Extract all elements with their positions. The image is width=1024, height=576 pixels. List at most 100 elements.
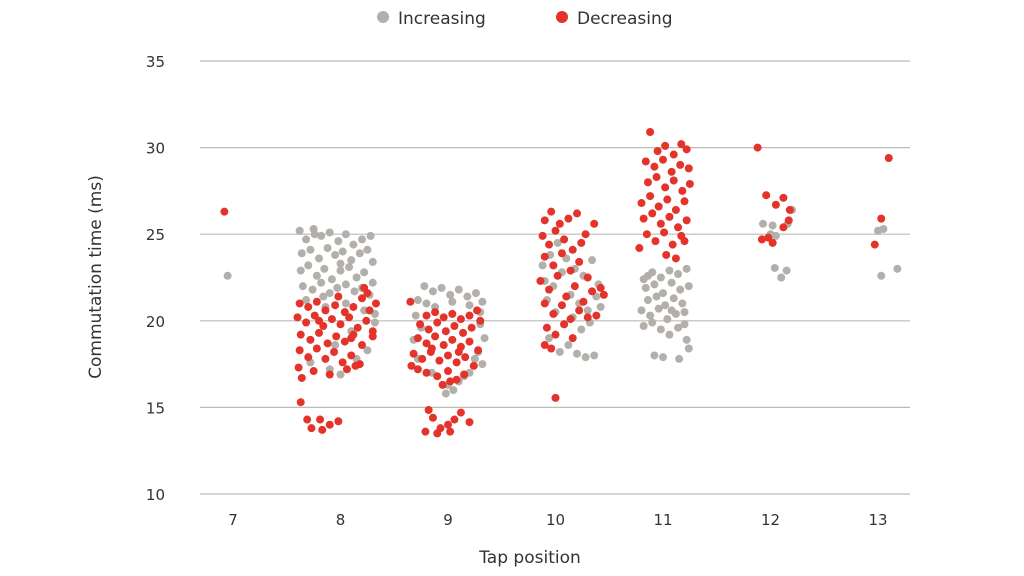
data-point [547,344,556,353]
data-point [341,230,350,239]
data-point [307,424,316,433]
data-point [476,316,485,325]
data-point [437,283,446,292]
data-point [454,285,463,294]
data-point [564,341,573,350]
data-point [671,254,680,263]
data-point [448,297,457,306]
y-axis-title: Commutation time (ms) [86,175,106,379]
data-point [362,316,371,325]
x-tick-label: 13 [868,511,887,529]
data-point [306,335,315,344]
data-point [480,334,489,343]
data-point [676,285,685,294]
data-point [302,235,311,244]
data-point [656,325,665,334]
y-tick-label: 10 [146,486,165,504]
data-point [656,219,665,228]
data-point [551,393,560,402]
data-point [433,318,442,327]
data-point [675,354,684,363]
series-decreasing [220,128,893,438]
data-point [648,318,657,327]
data-point [651,237,660,246]
data-point [411,311,420,320]
data-point [293,313,302,322]
data-point [298,282,307,291]
data-point [646,311,655,320]
data-point [334,237,343,246]
data-point [577,238,586,247]
data-point [573,209,581,218]
data-point [302,296,311,305]
y-tick-labels: 10 15 20 25 30 35 [146,53,165,504]
data-point [345,263,354,272]
data-point [446,427,455,436]
data-point [684,282,693,291]
data-point [684,344,693,353]
data-point [784,216,793,225]
data-point [422,339,431,348]
data-point [590,219,599,228]
legend: Increasing Decreasing [377,9,673,29]
data-point [570,282,579,291]
data-point [779,193,788,202]
data-point [431,332,440,341]
data-point [438,380,447,389]
data-point [538,231,547,240]
data-point [325,420,334,429]
data-point [315,254,323,263]
data-point [439,313,448,322]
data-point [428,413,437,422]
data-point [302,318,311,327]
data-point [680,237,689,246]
data-point [575,306,584,315]
data-point [345,313,354,322]
data-point [444,367,452,376]
data-point [309,367,318,376]
data-point [363,289,372,298]
data-point [545,285,554,294]
data-point [347,256,356,265]
data-point [678,299,687,308]
data-point [553,271,562,280]
data-point [465,301,474,310]
data-point [470,354,479,363]
data-point [473,306,482,315]
data-point [654,304,663,313]
data-point [779,223,788,232]
data-point [643,178,652,187]
data-point [579,297,588,306]
data-point [452,358,461,367]
data-point [349,240,358,249]
data-point [667,278,676,287]
data-point [461,353,470,362]
data-point [596,283,605,292]
data-point [323,339,332,348]
data-point [349,302,358,311]
data-point [418,354,427,363]
data-point [662,250,671,259]
data-point [459,328,468,337]
data-point [363,245,372,254]
data-point [877,214,886,223]
x-tick-label: 7 [228,511,238,529]
x-tick-labels: 7 8 9 10 11 12 13 [228,511,887,529]
data-point [564,214,573,223]
data-point [340,337,349,346]
data-point [643,271,652,280]
data-point [424,325,433,334]
x-tick-label: 9 [443,511,453,529]
data-point [296,266,305,275]
data-point [444,351,452,360]
x-tick-label: 8 [336,511,346,529]
data-point [306,245,315,254]
data-point [667,167,676,176]
data-point [665,212,674,221]
data-point [661,141,670,150]
data-point [560,320,569,329]
data-point [671,205,680,214]
data-point [573,349,581,358]
data-point [223,271,232,280]
data-point [463,292,472,301]
